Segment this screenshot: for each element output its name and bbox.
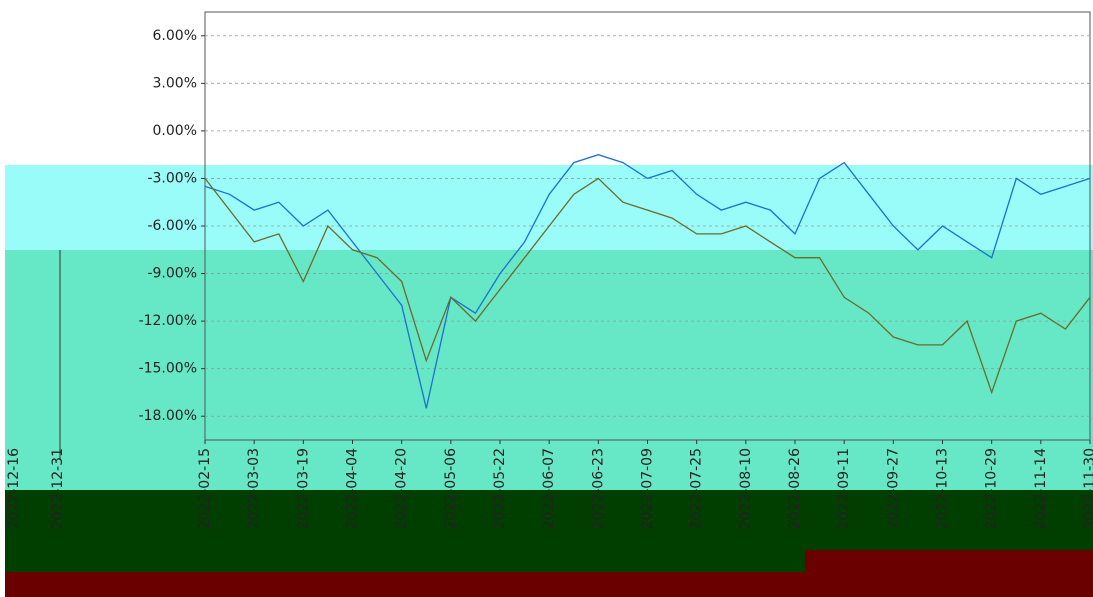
x-tick-label: 2022-09-11	[836, 448, 852, 529]
x-tick-label: 2022-10-13	[935, 448, 951, 529]
y-tick-label: 3.00%	[153, 75, 197, 91]
y-tick-label: -18.00%	[139, 408, 197, 424]
glitch-band	[5, 165, 1093, 250]
x-tick-label: 2022-05-06	[443, 448, 459, 529]
y-tick-label: -6.00%	[147, 218, 197, 234]
glitch-band	[5, 572, 1093, 597]
glitch-band	[805, 550, 1093, 575]
y-tick-label: 6.00%	[153, 28, 197, 44]
y-tick-label: -3.00%	[147, 170, 197, 186]
x-tick-label: 2022-09-27	[885, 448, 901, 529]
fragment-label: 2022-12-16	[6, 448, 22, 529]
x-tick-label: 2022-08-26	[787, 448, 803, 529]
x-tick-label: 2022-03-03	[246, 448, 262, 529]
x-tick-label: 2022-08-10	[738, 448, 754, 529]
x-tick-label: 2022-10-29	[984, 448, 1000, 529]
y-tick-label: -12.00%	[139, 313, 197, 329]
series-line	[204, 177, 1091, 395]
x-tick-label: 2022-03-19	[295, 448, 311, 529]
x-tick-label: 2022-06-23	[590, 448, 606, 529]
x-tick-label: 2022-06-07	[541, 448, 557, 529]
y-tick-label: -9.00%	[147, 266, 197, 282]
x-tick-label: 2022-11-30	[1082, 448, 1093, 529]
x-tick-label: 2022-05-22	[492, 448, 508, 529]
x-tick-label: 2022-11-14	[1033, 448, 1049, 529]
x-tick-label: 2022-07-25	[689, 448, 705, 529]
x-tick-label: 2022-07-09	[640, 448, 656, 529]
y-tick-label: -15.00%	[139, 361, 197, 377]
x-tick-label: 2022-04-04	[345, 448, 361, 529]
series-line	[204, 154, 1091, 409]
fragment-label: 2022-12-31	[50, 448, 66, 529]
x-tick-label: 2022-02-15	[197, 448, 213, 529]
x-tick-label: 2022-04-20	[394, 448, 410, 529]
glitch-band	[5, 250, 1093, 490]
y-tick-label: 0.00%	[153, 123, 197, 139]
